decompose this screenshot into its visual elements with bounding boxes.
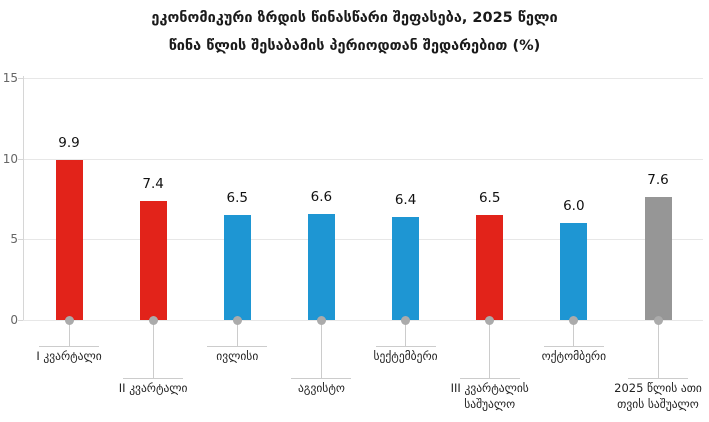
- bar: [476, 215, 504, 320]
- bar-value-label: 6.0: [563, 198, 585, 215]
- category-label: 2025 წლის ათი თვის საშუალო: [614, 381, 702, 411]
- bar: [223, 215, 251, 320]
- label-overline: [291, 378, 352, 379]
- bar-value-label: 6.6: [310, 188, 333, 205]
- leader-line: [573, 322, 575, 346]
- category-label: III კვარტალის საშუალო: [450, 381, 529, 411]
- y-axis-tick: [18, 239, 23, 241]
- chart-title-line1: ეკონომიკური ზრდის წინასწარი შეფასება, 20…: [151, 10, 558, 26]
- axis-marker-dot: [401, 315, 411, 325]
- bar: [392, 216, 420, 320]
- label-overline: [207, 346, 268, 347]
- y-axis-tick-label: 15: [2, 71, 18, 85]
- gridline: [23, 78, 703, 79]
- label-overline: [39, 346, 99, 347]
- axis-marker-dot: [485, 315, 495, 325]
- bar: [139, 200, 167, 320]
- y-axis-line: [23, 76, 24, 320]
- label-overline: [459, 378, 520, 379]
- y-axis-tick-label: 10: [2, 151, 18, 166]
- category-label: II კვარტალი: [118, 381, 188, 395]
- bar: [55, 160, 83, 320]
- gridline: [23, 158, 703, 160]
- bar: [644, 197, 672, 320]
- leader-line: [657, 322, 659, 378]
- bar-value-label: 7.4: [142, 175, 164, 192]
- bar-value-label: 9.9: [58, 135, 80, 152]
- axis-marker-dot: [569, 315, 579, 325]
- gridline: [23, 239, 703, 241]
- category-label: ოქტომბერი: [541, 349, 607, 363]
- category-label: სექტემბერი: [373, 349, 438, 363]
- bar: [307, 213, 335, 320]
- axis-marker-dot: [148, 315, 158, 325]
- bar-value-label: 6.5: [478, 190, 501, 207]
- axis-marker-dot: [232, 315, 242, 325]
- label-overline: [628, 378, 688, 379]
- bar-value-label: 6.4: [394, 191, 417, 208]
- axis-marker-dot: [653, 315, 663, 325]
- bar-value-label: 7.6: [647, 172, 669, 189]
- label-overline: [543, 346, 604, 347]
- leader-line: [152, 322, 154, 378]
- category-label: აგვისტო: [297, 381, 345, 395]
- y-axis-tick-label: 0: [10, 313, 18, 327]
- y-axis-tick: [18, 320, 23, 321]
- chart-title-line2: წინა წლის შესაბამის პერიოდთან შედარებით …: [168, 38, 541, 54]
- y-axis-tick-label: 5: [10, 232, 18, 247]
- bar: [560, 223, 588, 320]
- chart-title: ეკონომიკური ზრდის წინასწარი შეფასება, 20…: [0, 4, 709, 60]
- leader-line: [320, 322, 322, 378]
- category-label: I კვარტალი: [36, 349, 102, 363]
- leader-line: [68, 322, 70, 346]
- y-axis-tick: [18, 158, 23, 160]
- y-axis-tick: [18, 78, 23, 79]
- leader-line: [405, 322, 407, 346]
- label-overline: [375, 346, 436, 347]
- leader-line: [489, 322, 491, 378]
- bar-value-label: 6.5: [226, 190, 249, 207]
- axis-marker-dot: [64, 315, 74, 325]
- axis-marker-dot: [316, 315, 326, 325]
- label-overline: [123, 378, 184, 379]
- category-label: ივლისი: [216, 349, 259, 363]
- leader-line: [236, 322, 238, 346]
- gridline: [23, 320, 703, 321]
